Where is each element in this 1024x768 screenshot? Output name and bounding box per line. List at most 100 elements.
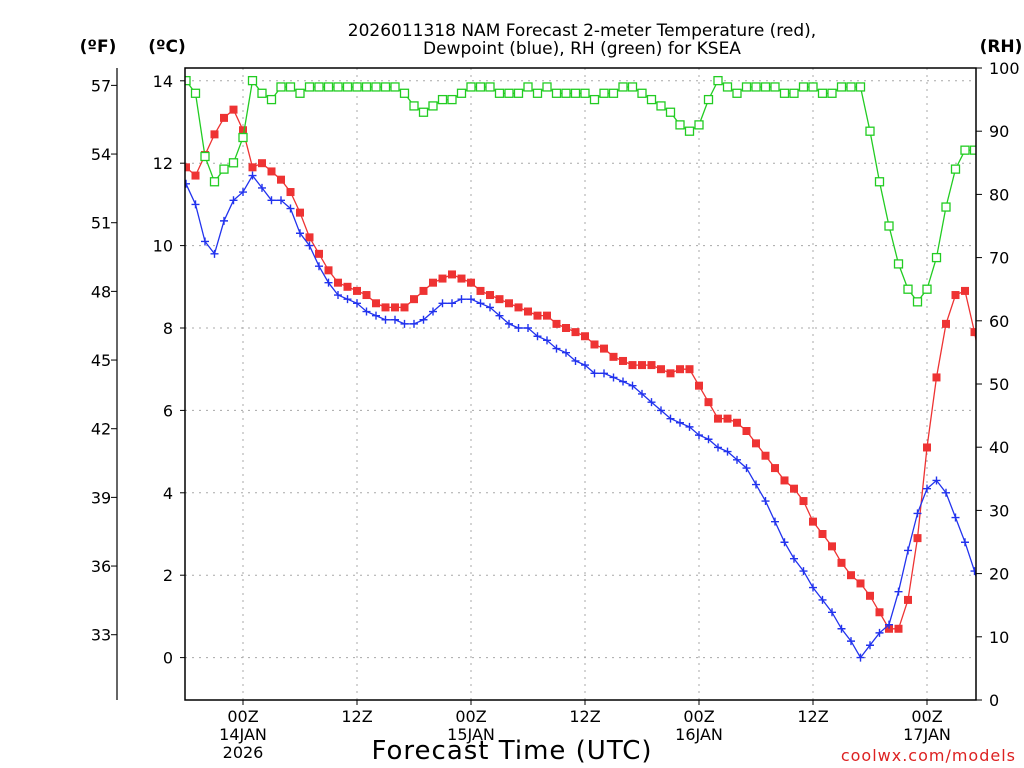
temperature-point (695, 381, 703, 390)
time-tick-label: 00Z (227, 707, 258, 726)
temperature-point (324, 266, 333, 275)
temperature-point (457, 274, 466, 283)
dewpoint-point (704, 435, 713, 444)
temperature-point (343, 282, 352, 291)
rh-tick-label: 60 (989, 312, 1009, 331)
fahrenheit-tick-label: 42 (91, 420, 111, 439)
temperature-point (419, 286, 428, 295)
rh-point (980, 146, 988, 154)
rh-point (608, 88, 619, 98)
rh-point (466, 82, 476, 92)
rh-tick-label: 100 (989, 59, 1020, 78)
fahrenheit-tick-label: 57 (91, 76, 111, 95)
rh-point (314, 82, 324, 92)
fahrenheit-tick-label: 33 (91, 626, 111, 645)
temperature-point (894, 624, 903, 633)
x-axis-title: Forecast Time (UTC) (371, 736, 652, 766)
temperature-point (970, 328, 976, 337)
rh-axis-label: (RH) (980, 37, 1023, 57)
rh-point (185, 75, 191, 86)
rh-point (893, 259, 904, 269)
temperature-point (315, 249, 323, 258)
rh-point (561, 88, 571, 98)
temperature-point (752, 439, 760, 448)
dewpoint-point (400, 319, 409, 328)
temperature-point (990, 411, 998, 419)
temperature-point (372, 299, 380, 308)
temperature-point (885, 624, 893, 633)
temperature-point (961, 286, 969, 295)
rh-point (276, 82, 286, 92)
celsius-tick-label: 2 (163, 566, 173, 585)
temperature-point (448, 270, 456, 279)
dewpoint-point (457, 295, 466, 304)
temperature-point (733, 418, 741, 427)
dewpoint-point (362, 307, 371, 316)
dewpoint-point (809, 583, 817, 592)
rh-point (513, 88, 524, 98)
temperature-point (609, 352, 618, 361)
celsius-tick-label: 10 (153, 237, 173, 256)
dewpoint-point (676, 418, 684, 427)
dewpoint-point (638, 389, 646, 398)
rh-point (209, 177, 220, 187)
temperature-point (191, 171, 200, 180)
dewpoint-point (419, 315, 428, 324)
rh-point (618, 82, 628, 92)
rh-point (931, 252, 942, 263)
time-tick-label: 00Z (683, 707, 714, 726)
celsius-tick-label: 12 (153, 154, 173, 173)
dewpoint-point (315, 262, 323, 271)
temperature-point (809, 517, 817, 526)
temperature-point (581, 332, 589, 341)
rh-tick-label: 70 (989, 249, 1009, 268)
temperature-point (514, 303, 523, 312)
dewpoint-point (733, 455, 741, 464)
rh-point (504, 88, 514, 98)
dewpoint-point (543, 336, 551, 345)
rh-point (798, 82, 809, 92)
temperature-point (742, 427, 751, 435)
dewpoint-point (932, 476, 941, 485)
dewpoint-point (505, 319, 513, 328)
temperature-point (543, 311, 551, 320)
dewpoint-point (343, 295, 352, 304)
rh-tick-label: 80 (989, 185, 1009, 204)
dewpoint-point (448, 299, 456, 308)
dewpoint-point (581, 361, 589, 370)
credit-text: coolwx.com/models (841, 746, 1016, 765)
rh-point (627, 82, 638, 92)
dewpoint-point (353, 299, 361, 308)
dewpoint-point (267, 196, 276, 205)
time-tick-label: 17JAN (903, 725, 951, 744)
temperature-point (619, 356, 627, 365)
temperature-point (362, 291, 371, 300)
dewpoint-point (239, 188, 247, 197)
rh-point (380, 82, 391, 92)
dewpoint-point (391, 315, 399, 324)
temperature-point (185, 163, 190, 172)
rh-point (570, 88, 581, 98)
rh-point (646, 94, 657, 105)
rh-point (485, 82, 495, 92)
dewpoint-point (524, 324, 532, 332)
temperature-point (704, 398, 713, 407)
grid-lines (185, 68, 976, 700)
dewpoint-point (429, 307, 437, 316)
dewpoint-point (248, 171, 257, 180)
rh-point (219, 164, 229, 174)
temperature-point (258, 159, 266, 168)
dewpoint-point (923, 484, 931, 493)
dewpoint-point (286, 204, 295, 213)
celsius-tick-label: 4 (163, 484, 173, 503)
rh-point (789, 88, 799, 98)
rh-point (589, 94, 600, 105)
rh-point (247, 75, 258, 86)
dewpoint-point (780, 538, 789, 547)
rh-point (599, 88, 609, 98)
dewpoint-point (438, 299, 447, 308)
dewpoint-point (685, 422, 694, 431)
temperature-point (875, 608, 884, 617)
rh-point (399, 88, 410, 98)
dewpoint-point (761, 497, 770, 506)
